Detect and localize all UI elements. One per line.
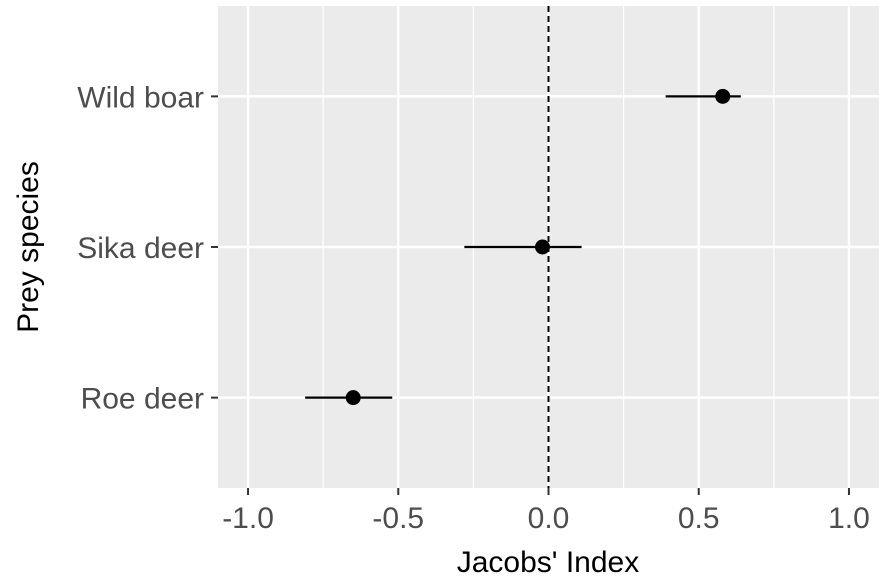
- y-tick-label: Wild boar: [77, 81, 204, 114]
- x-axis: -1.0 -0.5 0.0 0.5 1.0: [222, 488, 870, 535]
- x-axis-title: Jacobs' Index: [457, 546, 640, 579]
- y-axis-title: Prey species: [12, 161, 45, 333]
- x-tick-label: 0.5: [678, 502, 720, 535]
- x-tick-label: -0.5: [372, 502, 424, 535]
- data-point: [715, 88, 731, 104]
- data-point: [345, 390, 361, 406]
- data-marks: [305, 88, 741, 406]
- x-tick-label: -1.0: [222, 502, 274, 535]
- y-tick-label: Sika deer: [77, 232, 204, 265]
- y-axis: Wild boar Sika deer Roe deer: [77, 81, 218, 416]
- data-point: [534, 239, 550, 255]
- x-tick-label: 1.0: [828, 502, 870, 535]
- y-tick-label: Roe deer: [81, 383, 204, 416]
- x-tick-label: 0.0: [528, 502, 570, 535]
